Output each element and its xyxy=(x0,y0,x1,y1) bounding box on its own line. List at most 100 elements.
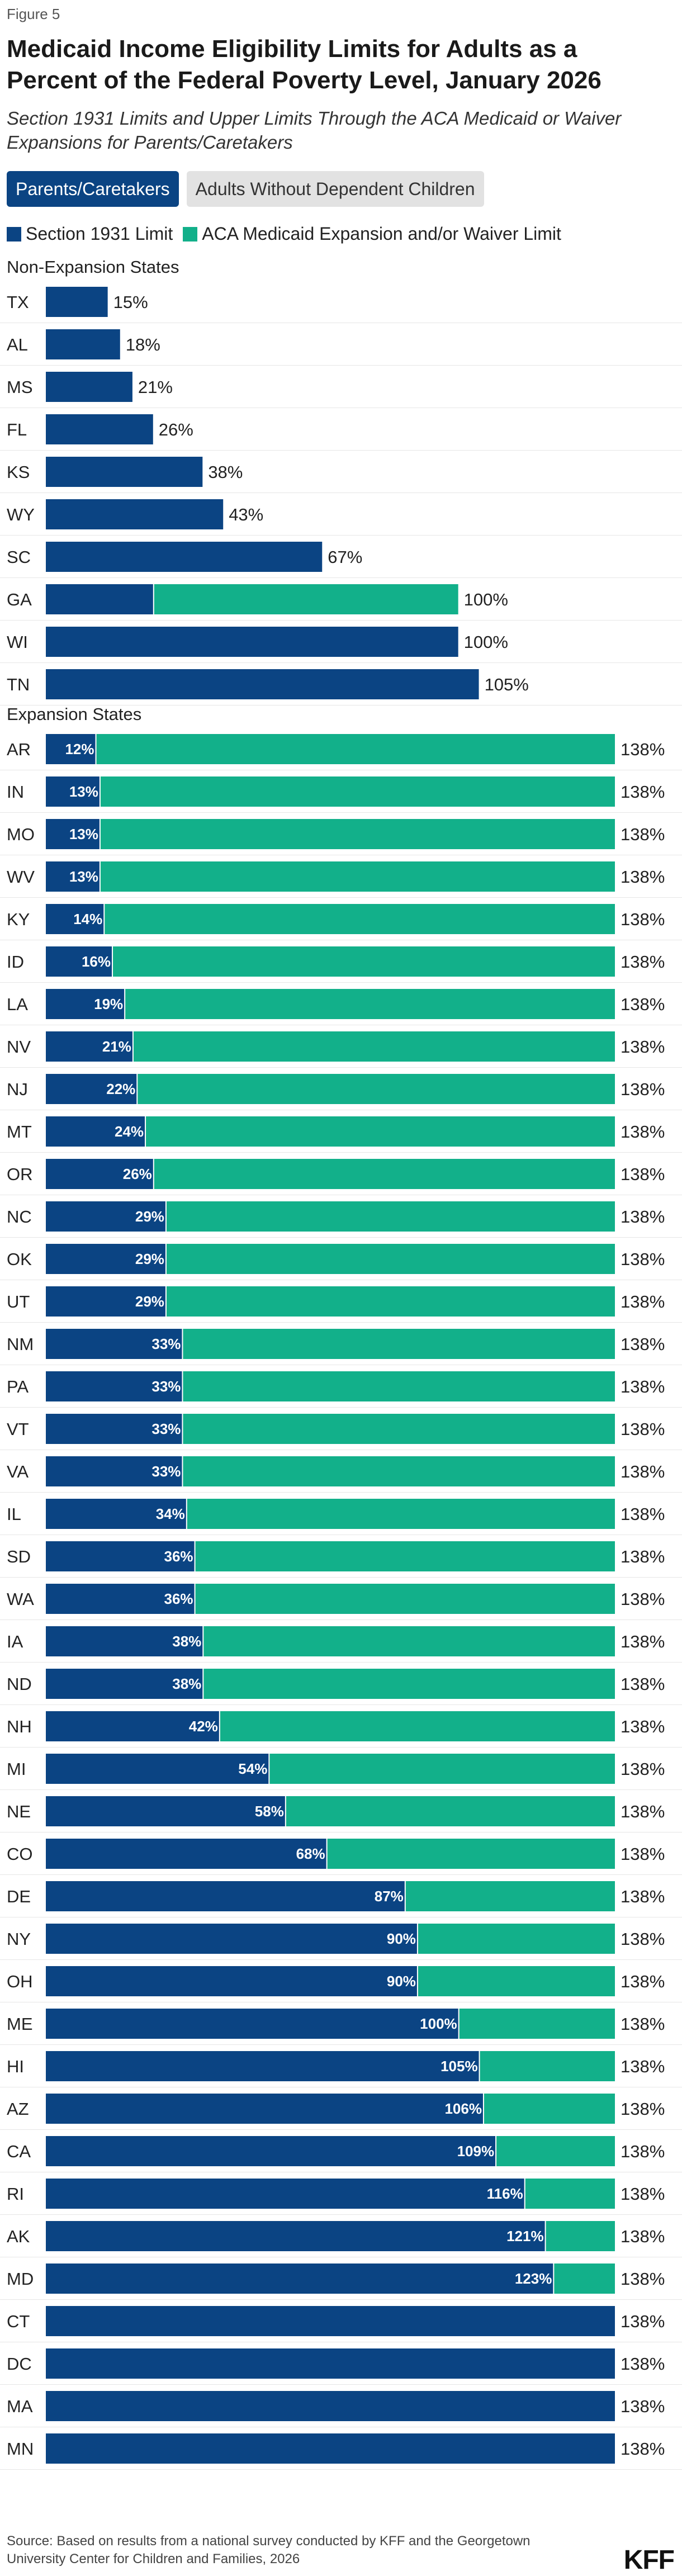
state-label-ms: MS xyxy=(7,377,33,397)
value-label-total-wi: 100% xyxy=(464,632,508,652)
value-label-total-ms: 21% xyxy=(138,377,173,397)
bar-aca-de xyxy=(405,1881,615,1911)
bar-aca-nv xyxy=(133,1031,615,1062)
bar-aca-ky xyxy=(105,904,615,934)
tab-bar: Parents/Caretakers Adults Without Depend… xyxy=(7,171,484,207)
bar-aca-mi xyxy=(269,1754,615,1784)
bar-section1931-nv xyxy=(46,1031,132,1062)
bar-section1931-hi xyxy=(46,2051,479,2081)
bar-aca-ri xyxy=(525,2179,615,2209)
value-label-section1931-ri: 116% xyxy=(487,2185,523,2202)
value-label-total-ne: 138% xyxy=(621,1802,665,1821)
value-label-total-sc: 67% xyxy=(328,547,362,567)
bar-aca-sd xyxy=(195,1541,615,1571)
state-label-ut: UT xyxy=(7,1292,30,1311)
value-label-total-ct: 138% xyxy=(621,2312,665,2331)
value-label-total-co: 138% xyxy=(621,1844,665,1864)
value-label-total-ca: 138% xyxy=(621,2142,665,2161)
state-label-ne: NE xyxy=(7,1802,31,1821)
value-label-total-vt: 138% xyxy=(621,1419,665,1439)
bar-section1931-ga xyxy=(46,584,153,614)
value-label-section1931-me: 100% xyxy=(420,2015,457,2032)
state-label-ga: GA xyxy=(7,590,32,609)
value-label-total-hi: 138% xyxy=(621,2057,665,2076)
bar-aca-ia xyxy=(203,1626,615,1656)
value-label-total-nv: 138% xyxy=(621,1037,665,1057)
bar-section1931-sd xyxy=(46,1541,195,1571)
bar-aca-md xyxy=(554,2264,615,2294)
value-label-section1931-ak: 121% xyxy=(506,2228,544,2244)
tab-adults-without-dependent-children[interactable]: Adults Without Dependent Children xyxy=(186,171,484,207)
bar-section1931-ne xyxy=(46,1796,285,1826)
bar-aca-in xyxy=(100,776,615,807)
value-label-total-mo: 138% xyxy=(621,825,665,844)
bar-aca-az xyxy=(484,2094,615,2124)
value-label-section1931-il: 34% xyxy=(156,1505,185,1522)
state-label-ct: CT xyxy=(7,2312,30,2331)
value-label-section1931-nv: 21% xyxy=(102,1038,131,1055)
bar-aca-ne xyxy=(286,1796,615,1826)
bar-section1931-ny xyxy=(46,1924,417,1954)
bar-section1931-ar xyxy=(46,734,96,764)
value-label-total-mi: 138% xyxy=(621,1759,665,1779)
value-label-total-tx: 15% xyxy=(113,292,148,312)
value-label-total-or: 138% xyxy=(621,1164,665,1184)
state-label-nh: NH xyxy=(7,1717,32,1736)
bar-section1931-mi xyxy=(46,1754,269,1784)
bar-section1931-ok xyxy=(46,1244,165,1274)
state-label-ia: IA xyxy=(7,1632,23,1651)
value-label-section1931-az: 106% xyxy=(444,2100,482,2117)
value-label-section1931-nd: 38% xyxy=(172,1675,201,1692)
value-label-section1931-nh: 42% xyxy=(189,1718,218,1735)
value-label-total-ks: 38% xyxy=(208,462,243,482)
bar-section1931-dc xyxy=(46,2348,615,2379)
bar-aca-nm xyxy=(183,1329,615,1359)
bar-section1931-ct xyxy=(46,2306,615,2336)
value-label-total-id: 138% xyxy=(621,952,665,972)
bar-section1931-oh xyxy=(46,1966,417,1996)
state-label-dc: DC xyxy=(7,2354,32,2374)
value-label-total-wy: 43% xyxy=(229,505,263,524)
value-label-total-ga: 100% xyxy=(464,590,508,609)
value-label-total-dc: 138% xyxy=(621,2354,665,2374)
value-label-section1931-va: 33% xyxy=(151,1463,181,1480)
tab-parents-caretakers[interactable]: Parents/Caretakers xyxy=(7,171,179,207)
value-label-section1931-ok: 29% xyxy=(135,1251,164,1267)
bar-aca-hi xyxy=(480,2051,615,2081)
value-label-section1931-mt: 24% xyxy=(115,1123,144,1140)
value-label-total-md: 138% xyxy=(621,2269,665,2289)
bar-section1931-az xyxy=(46,2094,483,2124)
value-label-section1931-pa: 33% xyxy=(151,1378,181,1395)
value-label-total-mt: 138% xyxy=(621,1122,665,1142)
group-heading: Non-Expansion States xyxy=(7,257,179,277)
bar-section1931-al xyxy=(46,329,120,359)
legend-label-aca: ACA Medicaid Expansion and/or Waiver Lim… xyxy=(202,224,561,244)
source-note: Source: Based on results from a national… xyxy=(7,2534,531,2566)
bar-aca-me xyxy=(459,2009,615,2039)
bar-aca-ny xyxy=(418,1924,615,1954)
value-label-total-nd: 138% xyxy=(621,1674,665,1694)
state-label-me: ME xyxy=(7,2014,33,2034)
value-label-section1931-mi: 54% xyxy=(238,1760,267,1777)
state-label-sd: SD xyxy=(7,1547,31,1566)
state-label-nm: NM xyxy=(7,1334,34,1354)
bar-aca-ok xyxy=(166,1244,615,1274)
state-label-md: MD xyxy=(7,2269,34,2289)
bar-section1931-ak xyxy=(46,2221,545,2251)
bar-section1931-md xyxy=(46,2264,553,2294)
bar-section1931-or xyxy=(46,1159,153,1189)
bar-aca-ak xyxy=(546,2221,615,2251)
bar-aca-nd xyxy=(203,1669,615,1699)
state-label-wv: WV xyxy=(7,867,35,887)
state-label-oh: OH xyxy=(7,1972,33,1991)
value-label-total-la: 138% xyxy=(621,995,665,1014)
value-label-total-mn: 138% xyxy=(621,2439,665,2459)
value-label-total-ky: 138% xyxy=(621,910,665,929)
state-label-tn: TN xyxy=(7,675,30,694)
value-label-total-wv: 138% xyxy=(621,867,665,887)
value-label-total-sd: 138% xyxy=(621,1547,665,1566)
bar-aca-ut xyxy=(166,1286,615,1317)
bar-section1931-wi xyxy=(46,627,458,657)
state-label-la: LA xyxy=(7,995,28,1014)
bar-section1931-vt xyxy=(46,1414,182,1444)
